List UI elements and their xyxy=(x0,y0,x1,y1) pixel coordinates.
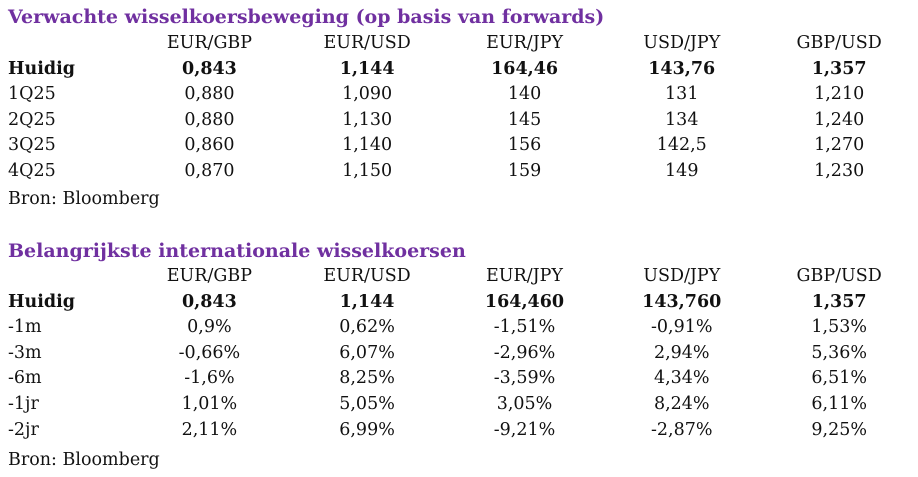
cell-value: 0,843 xyxy=(182,58,237,79)
cell-value: -2,87% xyxy=(650,419,713,440)
cell-value: 6,11% xyxy=(811,393,867,414)
rates-header-usd-jpy: USD/JPY xyxy=(643,266,721,286)
cell-value: 8,24% xyxy=(653,393,710,414)
cell-value: 134 xyxy=(665,109,699,130)
cell-value: 142,5 xyxy=(656,135,707,156)
cell-value: 0,843 xyxy=(181,291,237,312)
cell-value: 1,210 xyxy=(814,84,865,105)
rates-header-eur-jpy: EUR/JPY xyxy=(486,266,563,286)
cell-value: 0,860 xyxy=(184,135,235,156)
rates-row-1m: -1m 0,9% 0,62% -1,51% -0,91% 1,53% xyxy=(6,315,918,341)
rates-header-eur-usd: EUR/USD xyxy=(323,266,411,286)
rates-row-current: Huidig 0,843 1,144 164,460 143,760 1,357 xyxy=(6,290,918,316)
cell-value: 0,62% xyxy=(339,317,395,338)
row-label: -2jr xyxy=(8,419,39,440)
rates-header-corner xyxy=(6,264,131,290)
cell-value: 131 xyxy=(665,84,699,105)
cell-value: 5,36% xyxy=(811,342,867,363)
rates-table: EUR/GBP EUR/USD EUR/JPY USD/JPY GBP/USD … xyxy=(6,264,918,443)
cell-value: 0,870 xyxy=(184,160,235,181)
cell-value: 3,05% xyxy=(496,393,553,414)
rates-title: Belangrijkste internationale wisselkoers… xyxy=(8,240,466,262)
cell-value: 1,150 xyxy=(342,160,393,181)
cell-value: 2,94% xyxy=(653,342,710,363)
cell-value: -0,91% xyxy=(650,317,713,338)
cell-value: 143,76 xyxy=(648,58,716,79)
forecast-header-eur-usd: EUR/USD xyxy=(323,33,411,53)
cell-value: 149 xyxy=(665,160,699,181)
cell-value: 1,130 xyxy=(342,109,393,130)
forecast-row-4q25: 4Q25 0,870 1,150 159 149 1,230 xyxy=(6,159,918,185)
cell-value: 1,144 xyxy=(339,291,395,312)
forecast-row-1q25: 1Q25 0,880 1,090 140 131 1,210 xyxy=(6,82,918,108)
forecast-table: EUR/GBP EUR/USD EUR/JPY USD/JPY GBP/USD … xyxy=(6,31,918,185)
rates-row-2jr: -2jr 2,11% 6,99% -9,21% -2,87% 9,25% xyxy=(6,418,918,444)
cell-value: 0,880 xyxy=(184,84,235,105)
rates-header-gbp-usd: GBP/USD xyxy=(796,266,882,286)
cell-value: 2,11% xyxy=(181,419,238,440)
cell-value: 6,99% xyxy=(339,419,395,440)
rates-header-row: EUR/GBP EUR/USD EUR/JPY USD/JPY GBP/USD xyxy=(6,264,918,290)
row-label: -1jr xyxy=(8,393,39,414)
cell-value: 5,05% xyxy=(339,393,395,414)
cell-value: 1,01% xyxy=(181,393,238,414)
rates-row-6m: -6m -1,6% 8,25% -3,59% 4,34% 6,51% xyxy=(6,366,918,392)
cell-value: 0,9% xyxy=(187,317,232,338)
rates-row-1jr: -1jr 1,01% 5,05% 3,05% 8,24% 6,11% xyxy=(6,392,918,418)
forecast-header-gbp-usd: GBP/USD xyxy=(796,33,882,53)
cell-value: 1,090 xyxy=(342,84,393,105)
forecast-row-3q25: 3Q25 0,860 1,140 156 142,5 1,270 xyxy=(6,133,918,159)
rates-header-eur-gbp: EUR/GBP xyxy=(166,266,252,286)
forecast-title: Verwachte wisselkoersbeweging (op basis … xyxy=(8,6,605,28)
forecast-row-2q25: 2Q25 0,880 1,130 145 134 1,240 xyxy=(6,108,918,134)
row-label: -6m xyxy=(8,368,42,389)
cell-value: -1,51% xyxy=(493,317,556,338)
cell-value: 1,53% xyxy=(811,317,867,338)
row-label: 3Q25 xyxy=(8,135,56,156)
cell-value: 1,270 xyxy=(814,135,865,156)
cell-value: 164,460 xyxy=(484,291,565,312)
row-label: -1m xyxy=(8,317,42,338)
forecast-header-eur-jpy: EUR/JPY xyxy=(486,33,564,53)
cell-value: 1,240 xyxy=(814,109,865,130)
cell-value: 1,140 xyxy=(342,135,393,156)
cell-value: 156 xyxy=(507,135,542,156)
forecast-row-current: Huidig 0,843 1,144 164,46 143,76 1,357 xyxy=(6,57,918,83)
cell-value: 1,357 xyxy=(811,291,867,312)
cell-value: 6,07% xyxy=(339,342,395,363)
cell-value: -1,6% xyxy=(184,368,235,389)
row-label: 4Q25 xyxy=(8,160,56,181)
forecast-source-note: Bron: Bloomberg xyxy=(8,189,160,209)
cell-value: 1,144 xyxy=(339,58,395,79)
cell-value: 9,25% xyxy=(811,419,867,440)
cell-value: 4,34% xyxy=(653,368,710,389)
cell-value: -3,59% xyxy=(493,368,556,389)
cell-value: 145 xyxy=(507,109,542,130)
cell-value: -9,21% xyxy=(493,419,556,440)
cell-value: -2,96% xyxy=(493,342,556,363)
forecast-header-corner xyxy=(6,31,131,57)
cell-value: -0,66% xyxy=(178,342,241,363)
cell-value: 159 xyxy=(507,160,542,181)
rates-row-3m: -3m -0,66% 6,07% -2,96% 2,94% 5,36% xyxy=(6,341,918,367)
forecast-header-eur-gbp: EUR/GBP xyxy=(166,33,253,53)
cell-value: 1,230 xyxy=(814,160,865,181)
row-label: 1Q25 xyxy=(8,84,56,105)
cell-value: 143,760 xyxy=(642,291,722,312)
forecast-header-usd-jpy: USD/JPY xyxy=(643,33,721,53)
cell-value: 164,46 xyxy=(491,58,559,79)
row-label: Huidig xyxy=(8,58,76,79)
rates-source-note: Bron: Bloomberg xyxy=(8,450,160,470)
cell-value: 140 xyxy=(507,84,542,105)
cell-value: 1,357 xyxy=(811,58,867,79)
row-label: -3m xyxy=(8,342,42,363)
cell-value: 8,25% xyxy=(339,368,395,389)
cell-value: 6,51% xyxy=(811,368,867,389)
row-label: 2Q25 xyxy=(8,109,56,130)
row-label: Huidig xyxy=(8,291,76,312)
forecast-header-row: EUR/GBP EUR/USD EUR/JPY USD/JPY GBP/USD xyxy=(6,31,918,57)
cell-value: 0,880 xyxy=(184,109,235,130)
